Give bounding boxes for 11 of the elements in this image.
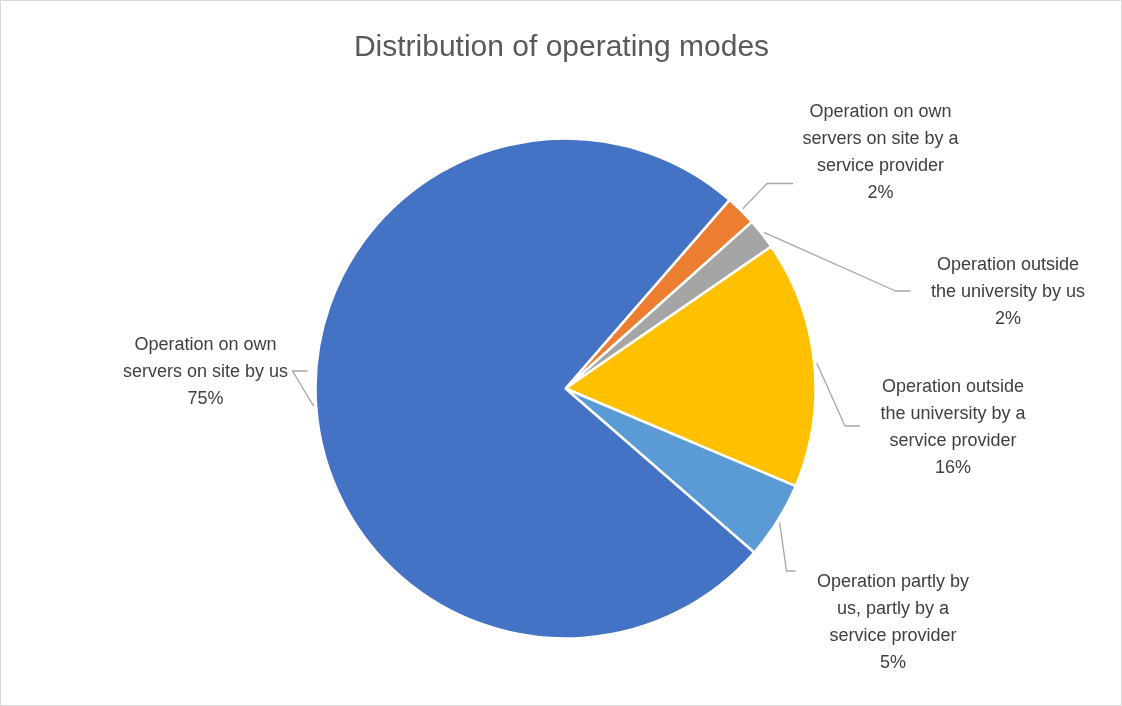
- data-label: 5%: [879, 651, 907, 672]
- slice-label: Operation on own servers on site by a service provider: [802, 100, 960, 175]
- slice-label: Operation outside the university by us: [930, 254, 1086, 301]
- data-label: 16%: [934, 456, 972, 477]
- slice-label: Operation on own servers on site by us: [122, 334, 289, 381]
- slice-label: Operation outside the university by a service provider: [880, 375, 1027, 450]
- slice-label: Operation partly by us, partly by a service provider: [816, 570, 970, 645]
- data-label: 2%: [867, 181, 894, 202]
- data-label: 75%: [187, 388, 224, 408]
- data-label: 2%: [994, 308, 1022, 328]
- chart-title: Distribution of operating modes: [353, 29, 770, 62]
